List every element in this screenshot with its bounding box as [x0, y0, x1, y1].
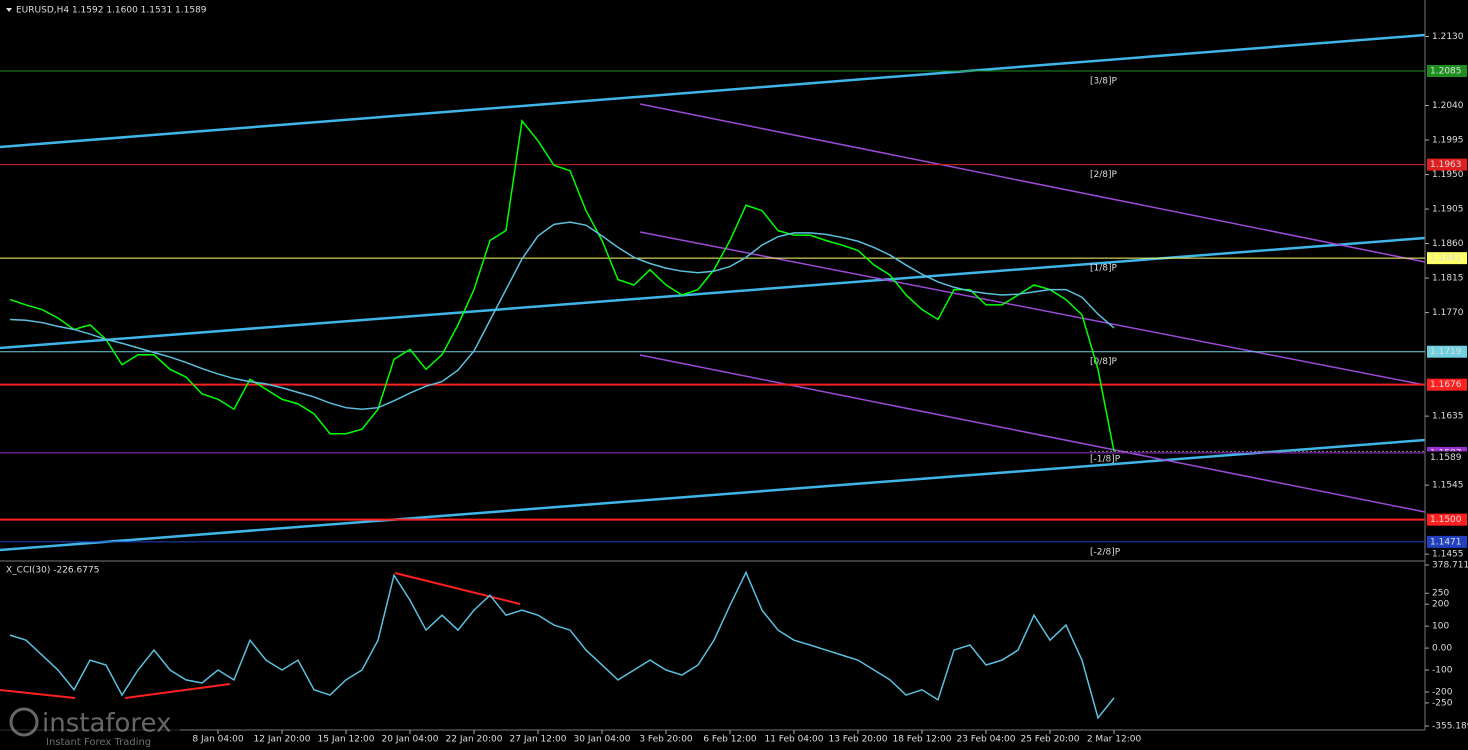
watermark-tagline: Instant Forex Trading [46, 737, 151, 748]
y-tick-label: -355.189 [1432, 722, 1468, 732]
y-tick-label: 1.1905 [1432, 205, 1464, 215]
level-tag [1427, 513, 1467, 526]
x-tick-label: 25 Feb 20:00 [1020, 735, 1079, 745]
x-tick-label: 8 Jan 04:00 [192, 735, 244, 745]
level-tag [1427, 252, 1467, 265]
level-name: [2/8]P [1090, 170, 1118, 180]
level-name: [0/8]P [1090, 357, 1118, 367]
level-name: [-1/8]P [1090, 454, 1121, 464]
y-tick-label: 1.1815 [1432, 274, 1464, 284]
y-tick-label: 0.00 [1432, 644, 1452, 654]
y-tick-label: -200 [1432, 687, 1453, 697]
level-label: 1.1471 [1430, 537, 1462, 547]
y-tick-label: 100 [1432, 622, 1449, 632]
trend-lines [0, 33, 1426, 699]
x-tick-label: 11 Feb 04:00 [764, 735, 823, 745]
y-tick-label: 1.1545 [1432, 481, 1464, 491]
series-line [9, 221, 1115, 410]
divergence-line [0, 689, 76, 699]
menu-icon [6, 8, 12, 12]
y-tick-label: 250 [1432, 589, 1449, 599]
level-tag [1427, 345, 1467, 358]
channel-line [0, 236, 1426, 350]
level-name: [-2/8]P [1090, 547, 1121, 557]
channel-line [639, 354, 1426, 513]
level-tag [1427, 65, 1467, 78]
y-tick-label: 1.2130 [1432, 32, 1464, 42]
channel-line [639, 231, 1426, 386]
channel-line [639, 103, 1426, 263]
indicator-title: X_CCI(30) -226.6775 [6, 566, 99, 576]
level-tag [1427, 158, 1467, 171]
level-name: [3/8]P [1090, 77, 1118, 87]
y-tick-label: 200 [1432, 600, 1449, 610]
series-line [9, 570, 1115, 720]
x-tick-label: 12 Jan 20:00 [254, 735, 311, 745]
last-price-tag [1427, 451, 1467, 463]
level-label: 1.1500 [1430, 515, 1462, 525]
x-tick-label: 30 Jan 04:00 [574, 735, 631, 745]
y-tick-label: 1.1995 [1432, 136, 1464, 146]
level-tag [1427, 535, 1467, 548]
logo-icon [9, 707, 39, 737]
x-tick-label: 13 Feb 20:00 [828, 735, 887, 745]
level-label: 1.1841 [1430, 254, 1462, 264]
x-tick-label: 18 Feb 12:00 [892, 735, 951, 745]
x-tick-label: 23 Feb 04:00 [956, 735, 1015, 745]
last-price-label: 1.1589 [1430, 453, 1462, 463]
level-label: 1.1719 [1430, 347, 1462, 357]
y-tick-label: 378.7116 [1432, 561, 1468, 571]
level-label: 1.2085 [1430, 67, 1462, 77]
y-tick-label: -100 [1432, 666, 1453, 676]
x-tick-label: 2 Mar 12:00 [1087, 735, 1142, 745]
y-tick-label: 1.1770 [1432, 308, 1464, 318]
x-tick-label: 6 Feb 12:00 [703, 735, 757, 745]
y-tick-label: 1.1635 [1432, 412, 1464, 422]
watermark: instaforex Instant Forex Trading [0, 705, 180, 750]
level-label: 1.1963 [1430, 160, 1462, 170]
y-tick-label: 1.1455 [1432, 550, 1464, 560]
channel-line [0, 438, 1426, 552]
channel-line [0, 33, 1426, 149]
level-tag [1427, 378, 1467, 391]
x-tick-label: 20 Jan 04:00 [382, 735, 439, 745]
divergence-line [394, 572, 521, 605]
watermark-bg [0, 705, 180, 750]
y-tick-label: 1.1950 [1432, 170, 1464, 180]
series-line [9, 119, 1115, 452]
x-tick-label: 15 Jan 12:00 [318, 735, 375, 745]
chart-title: EURUSD,H4 1.1592 1.1600 1.1531 1.1589 [16, 6, 207, 16]
x-tick-label: 22 Jan 20:00 [446, 735, 503, 745]
y-tick-label: -250 [1432, 698, 1453, 708]
x-tick-label: 3 Feb 20:00 [639, 735, 693, 745]
y-tick-label: 1.2040 [1432, 101, 1464, 111]
level-name: [1/8]P [1090, 264, 1118, 274]
x-tick-label: 27 Jan 12:00 [510, 735, 567, 745]
divergence-line [124, 683, 231, 699]
y-tick-label: 1.1860 [1432, 239, 1464, 249]
level-label: 1.1676 [1430, 380, 1462, 390]
watermark-name: instaforex [42, 709, 171, 739]
